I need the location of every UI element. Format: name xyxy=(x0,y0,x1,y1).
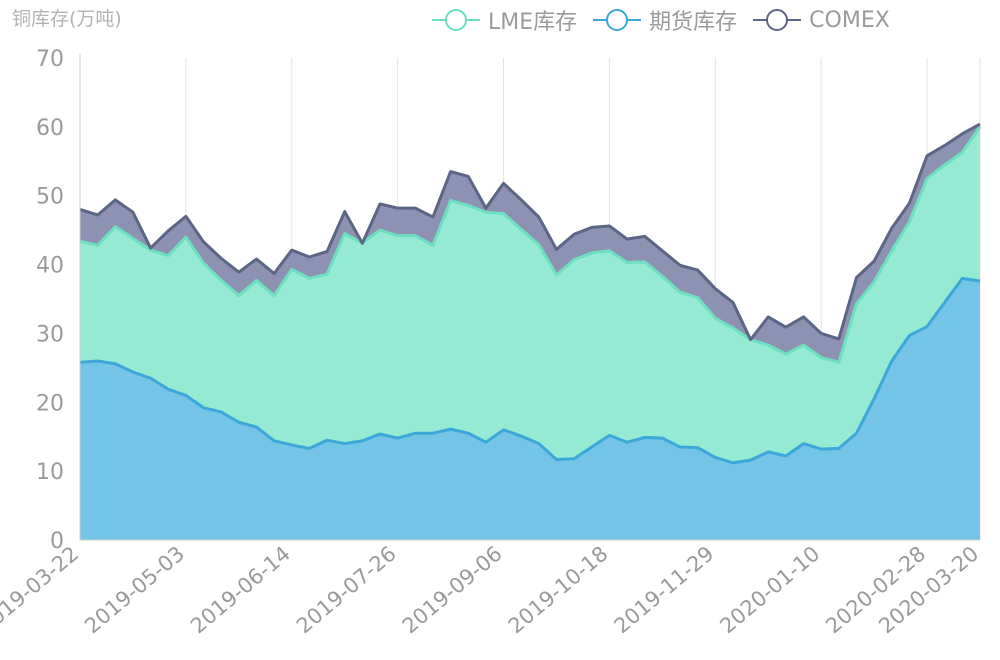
legend-label-comex: COMEX xyxy=(809,7,890,33)
line-layer xyxy=(79,122,982,465)
legend-label-futures: 期货库存 xyxy=(649,10,738,35)
x-tick-label: 2019-11-29 xyxy=(610,541,719,638)
x-tick-label: 2019-06-14 xyxy=(186,541,295,638)
legend: LME库存 期货库存 COMEX xyxy=(430,4,904,36)
legend-label-lme: LME库存 xyxy=(488,10,578,35)
x-tick-label: 2019-03-22 xyxy=(0,541,83,638)
x-tick-label: 2019-10-18 xyxy=(504,541,613,638)
y-tick-label: 10 xyxy=(36,460,64,485)
y-tick-label: 40 xyxy=(36,254,64,279)
y-tick-label: 0 xyxy=(50,529,64,554)
legend-item-futures[interactable]: 期货库存 xyxy=(591,4,737,36)
area-series-0 xyxy=(80,278,980,540)
area-layer xyxy=(80,124,980,540)
x-tick-label: 2020-01-10 xyxy=(715,541,824,638)
x-tick-label: 2019-05-03 xyxy=(80,541,189,638)
line-series-0 xyxy=(79,276,981,465)
legend-item-lme[interactable]: LME库存 xyxy=(430,4,577,36)
y-tick-label: 60 xyxy=(36,116,64,141)
legend-marker-comex-icon xyxy=(753,9,802,31)
x-tick-label: 2019-07-26 xyxy=(292,541,401,638)
y-tick-label: 70 xyxy=(36,47,64,72)
line-series-2 xyxy=(79,122,981,342)
legend-marker-futures-icon xyxy=(593,9,642,31)
area-series-1 xyxy=(80,126,980,463)
legend-item-comex[interactable]: COMEX xyxy=(751,8,890,33)
line-series-1 xyxy=(79,126,982,364)
legend-marker-lme-icon xyxy=(432,9,480,31)
x-tick-label: 2019-09-06 xyxy=(398,541,507,638)
y-tick-label: 20 xyxy=(36,391,64,416)
y-axis-title: 铜库存(万吨) xyxy=(12,8,122,30)
y-tick-label: 50 xyxy=(36,185,64,210)
y-tick-label: 30 xyxy=(36,322,64,347)
